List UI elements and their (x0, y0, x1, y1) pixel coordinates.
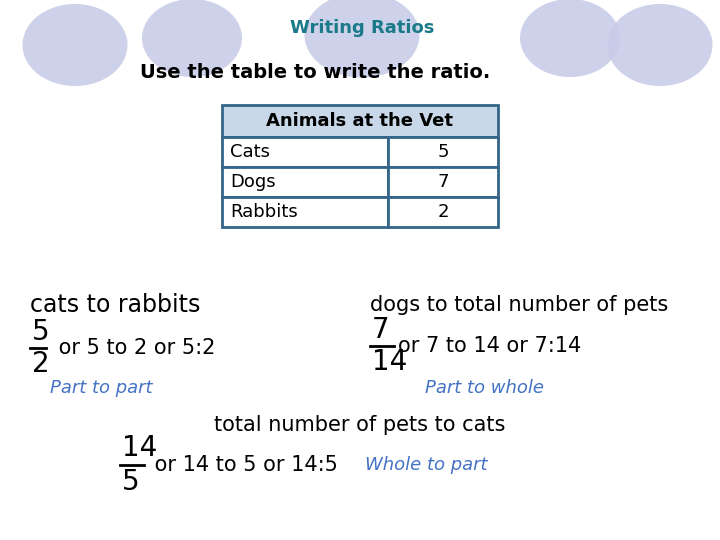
Text: 14: 14 (122, 434, 157, 462)
Text: Rabbits: Rabbits (230, 203, 298, 221)
Text: 5: 5 (437, 143, 449, 161)
Text: Part to part: Part to part (50, 379, 153, 397)
Text: 2: 2 (437, 203, 449, 221)
FancyBboxPatch shape (388, 197, 498, 227)
Text: Cats: Cats (230, 143, 270, 161)
Ellipse shape (305, 0, 420, 78)
Text: or 5 to 2 or 5:2: or 5 to 2 or 5:2 (52, 338, 215, 358)
Ellipse shape (22, 4, 127, 86)
Text: 7: 7 (437, 173, 449, 191)
FancyBboxPatch shape (388, 137, 498, 167)
Text: 14: 14 (372, 348, 408, 376)
Ellipse shape (520, 0, 620, 77)
Text: 5: 5 (32, 318, 50, 346)
Text: or 7 to 14 or 7:14: or 7 to 14 or 7:14 (398, 336, 581, 356)
Text: Animals at the Vet: Animals at the Vet (266, 112, 454, 130)
Text: total number of pets to cats: total number of pets to cats (215, 415, 505, 435)
Text: cats to rabbits: cats to rabbits (30, 293, 200, 317)
Text: 7: 7 (372, 316, 390, 344)
FancyBboxPatch shape (388, 167, 498, 197)
Text: 5: 5 (122, 468, 140, 496)
Text: Part to whole: Part to whole (425, 379, 544, 397)
Text: 2: 2 (32, 350, 50, 378)
FancyBboxPatch shape (222, 197, 388, 227)
Ellipse shape (142, 0, 242, 77)
Text: Use the table to write the ratio.: Use the table to write the ratio. (140, 63, 490, 82)
Text: Writing Ratios: Writing Ratios (290, 19, 434, 37)
FancyBboxPatch shape (222, 167, 388, 197)
FancyBboxPatch shape (222, 137, 388, 167)
Ellipse shape (608, 4, 713, 86)
Text: Whole to part: Whole to part (365, 456, 487, 474)
FancyBboxPatch shape (222, 105, 498, 137)
Text: or 14 to 5 or 14:5: or 14 to 5 or 14:5 (148, 455, 338, 475)
Text: Dogs: Dogs (230, 173, 276, 191)
Text: dogs to total number of pets: dogs to total number of pets (370, 295, 668, 315)
